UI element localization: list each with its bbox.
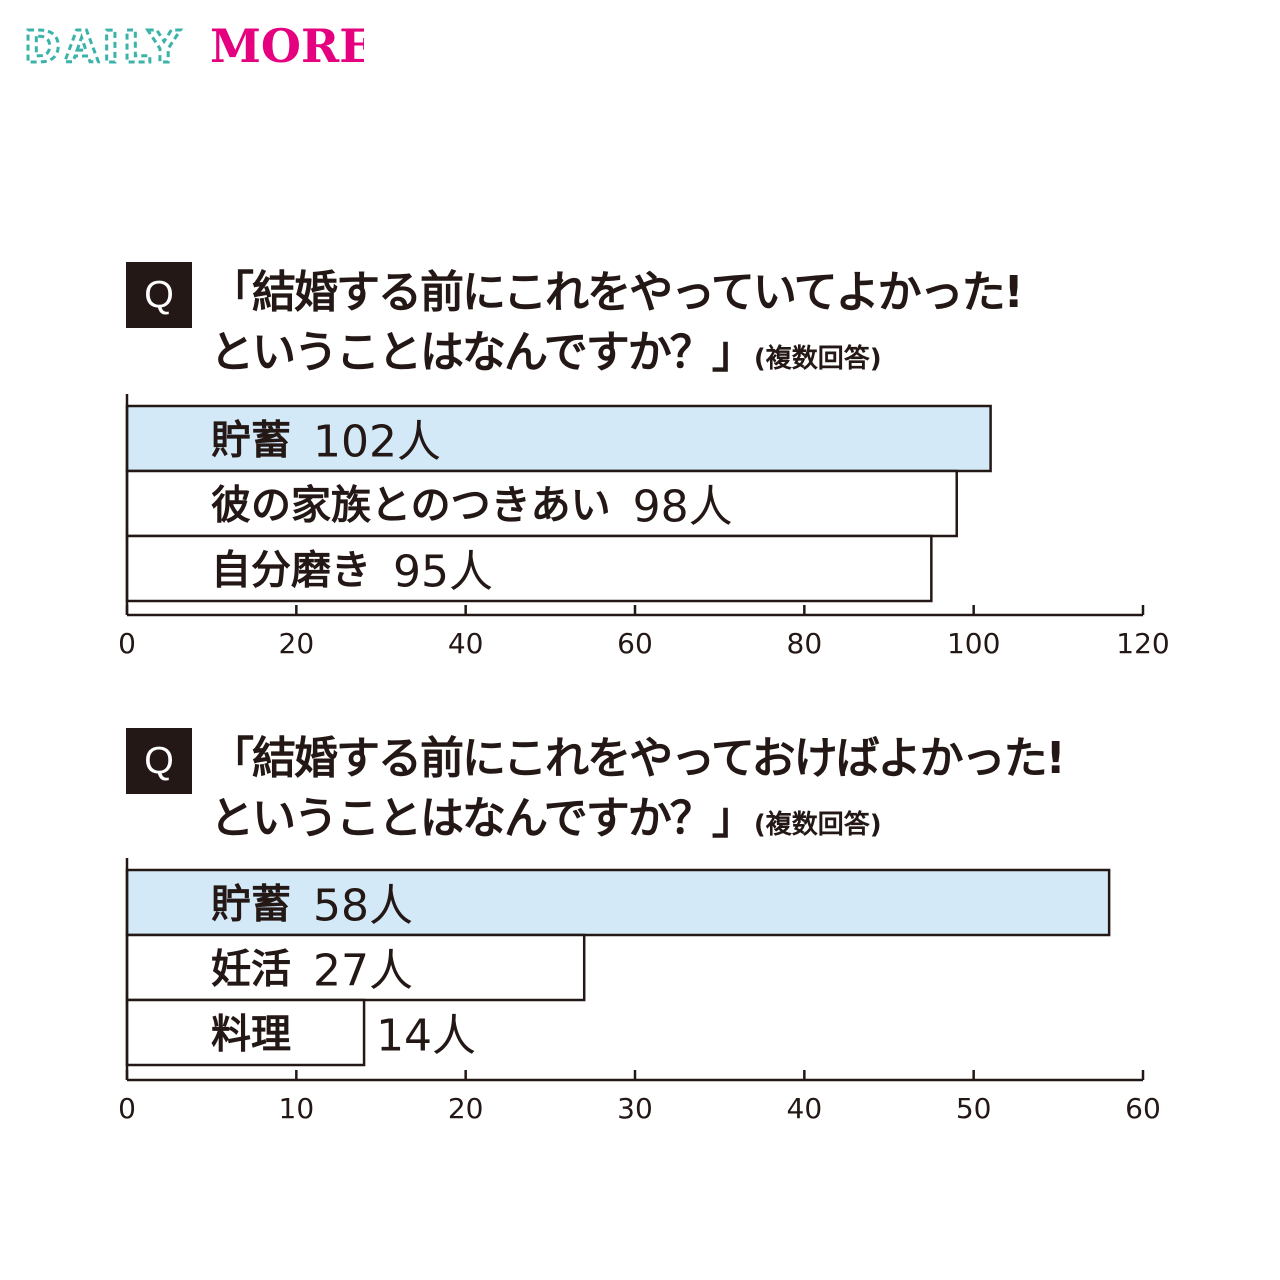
- x-tick-label: 20: [279, 627, 315, 660]
- value-label-2: 98人: [633, 482, 733, 533]
- x-tick-label: 50: [956, 1092, 992, 1125]
- x-tick-label: 40: [448, 627, 484, 660]
- bar-3: [125, 998, 366, 1067]
- x-tick-label: 100: [947, 627, 1000, 660]
- value-label-3: 14人: [376, 1011, 476, 1062]
- x-tick-label: 0: [118, 1092, 136, 1125]
- x-tick-label: 120: [1116, 627, 1169, 660]
- logo-daily: DAILY: [24, 22, 184, 73]
- bar-label-3: 自分磨き: [211, 548, 371, 594]
- question-2-note: (複数回答): [753, 810, 882, 840]
- bar-1: [125, 404, 992, 473]
- x-tick-label: 60: [617, 627, 653, 660]
- bar-label-2: 妊活: [211, 947, 291, 993]
- question-2-line-2-text: ということはなんですか？」: [210, 793, 756, 844]
- value-label-3: 95人: [393, 547, 493, 598]
- bar-label-2: 彼の家族とのつきあい: [211, 483, 611, 529]
- question-1-line-2: ということはなんですか？」(複数回答): [210, 316, 882, 380]
- question-2-line-2: ということはなんですか？」(複数回答): [210, 782, 882, 846]
- question-2-line-1: 「結婚する前にこれをやっておけばよかった!: [210, 733, 1066, 784]
- x-tick-label: 60: [1125, 1092, 1161, 1125]
- bar-label-1: 貯蓄: [211, 418, 291, 464]
- bar-label-3: 料理: [211, 1012, 291, 1058]
- q-badge: Q: [126, 728, 192, 794]
- value-label-2: 27人: [313, 946, 413, 997]
- question-1-note: (複数回答): [753, 344, 882, 374]
- logo-svg: DAILY MORE: [24, 19, 364, 74]
- x-tick-label: 20: [448, 1092, 484, 1125]
- x-tick-label: 10: [279, 1092, 315, 1125]
- q-badge: Q: [126, 262, 192, 328]
- logo-more: MORE: [210, 19, 364, 73]
- question-1-line-2-text: ということはなんですか？」: [210, 327, 756, 378]
- bar-label-1: 貯蓄: [211, 882, 291, 928]
- x-tick-label: 30: [617, 1092, 653, 1125]
- x-tick-label: 0: [118, 627, 136, 660]
- x-tick-label: 80: [787, 627, 823, 660]
- value-label-1: 58人: [313, 881, 413, 932]
- question-1-line-1: 「結婚する前にこれをやっていてよかった!: [210, 267, 1024, 318]
- value-label-1: 102人: [313, 417, 441, 468]
- bar-3: [125, 534, 933, 603]
- daily-more-logo: DAILY MORE: [24, 18, 364, 74]
- x-tick-label: 40: [787, 1092, 823, 1125]
- bar-1: [125, 868, 1111, 937]
